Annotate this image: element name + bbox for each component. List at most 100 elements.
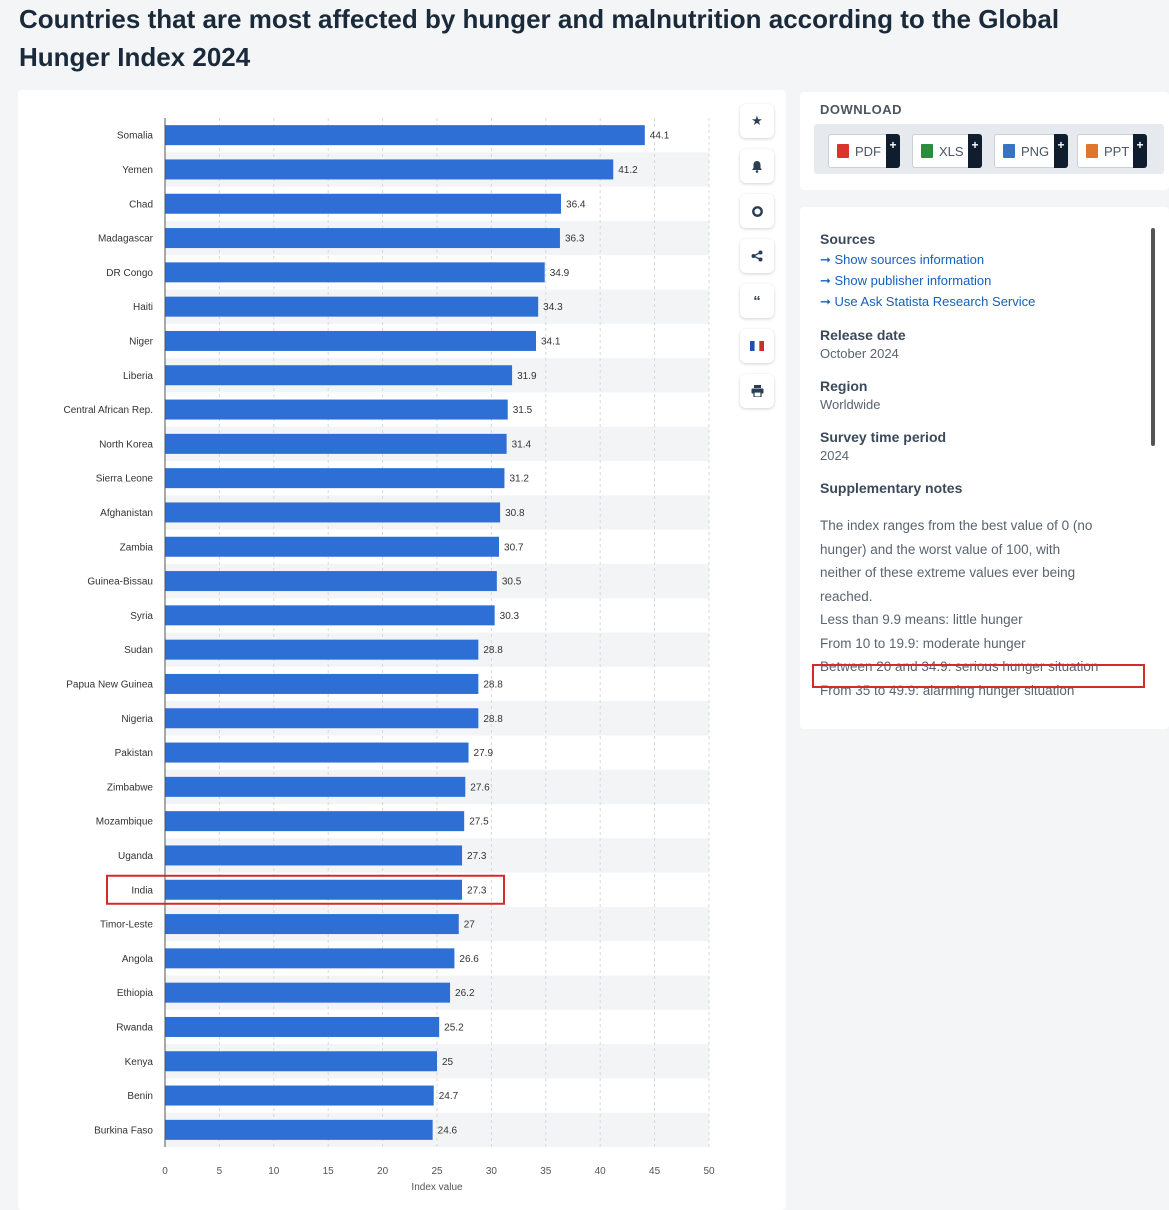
- note-line: reached.: [820, 588, 873, 604]
- value-label: 27.3: [467, 885, 487, 896]
- bar-chart: Somalia 44.1 Yemen 41.2 Chad 36.4 Madagascar 36…: [64, 118, 715, 1193]
- bar-north-korea: [165, 433, 507, 454]
- category-label: Rwanda: [116, 1022, 153, 1033]
- png-file-icon: [1003, 144, 1015, 158]
- survey-period-value: 2024: [820, 448, 849, 463]
- xls-file-icon: [921, 144, 933, 158]
- x-tick-label: 35: [540, 1166, 552, 1177]
- download-png-button[interactable]: PNG +: [994, 134, 1068, 168]
- value-label: 27.3: [467, 851, 487, 862]
- chart-card: Somalia 44.1 Yemen 41.2 Chad 36.4 Madagascar 36…: [18, 90, 786, 1210]
- category-label: Timor-Leste: [100, 920, 153, 931]
- arrow-right-icon: ➞: [820, 273, 835, 288]
- value-label: 34.9: [550, 268, 570, 279]
- bar-papua-new-guinea: [165, 673, 479, 694]
- bar-uganda: [165, 845, 463, 866]
- info-scrollbar[interactable]: [1151, 228, 1155, 446]
- gear-icon[interactable]: [740, 194, 774, 228]
- value-label: 36.4: [566, 199, 586, 210]
- value-label: 24.6: [438, 1125, 458, 1136]
- bar-angola: [165, 948, 455, 969]
- print-icon[interactable]: [740, 374, 774, 408]
- download-pdf-label: PDF: [855, 143, 881, 159]
- category-label: Ethiopia: [117, 988, 154, 999]
- plus-icon: +: [886, 134, 900, 168]
- value-label: 30.5: [502, 577, 522, 588]
- bar-somalia: [165, 125, 645, 146]
- bar-kenya: [165, 1051, 437, 1072]
- x-tick-label: 30: [486, 1166, 498, 1177]
- download-title: DOWNLOAD: [820, 102, 902, 117]
- value-label: 27.9: [474, 748, 494, 759]
- category-label: Uganda: [118, 851, 153, 862]
- category-label: Nigeria: [121, 714, 153, 725]
- value-label: 31.5: [513, 405, 533, 416]
- category-label: Zambia: [120, 542, 154, 553]
- note-line: Less than 9.9 means: little hunger: [820, 612, 1023, 627]
- show-sources-link[interactable]: ➞ Show sources information: [820, 252, 1150, 268]
- x-tick-label: 20: [377, 1166, 389, 1177]
- category-label: Central African Rep.: [64, 405, 154, 416]
- bar-madagascar: [165, 228, 560, 249]
- bar-haiti: [165, 296, 539, 317]
- flag-icon[interactable]: [740, 329, 774, 363]
- supplementary-notes-heading: Supplementary notes: [820, 480, 963, 496]
- bar-chad: [165, 193, 562, 214]
- value-label: 30.8: [505, 508, 525, 519]
- value-label: 27: [464, 920, 476, 931]
- arrow-right-icon: ➞: [820, 252, 835, 267]
- download-ppt-label: PPT: [1104, 143, 1130, 159]
- research-service-link[interactable]: ➞ Use Ask Statista Research Service: [820, 294, 1150, 310]
- plus-icon: +: [1054, 134, 1068, 168]
- value-label: 44.1: [650, 131, 670, 142]
- star-icon[interactable]: ★: [740, 104, 774, 138]
- note-line: Between 20 and 34.9: serious hunger situ…: [820, 659, 1099, 674]
- download-xls-button[interactable]: XLS +: [912, 134, 982, 168]
- share-icon[interactable]: [740, 239, 774, 273]
- download-pdf-button[interactable]: PDF +: [828, 134, 900, 168]
- quote-icon[interactable]: “: [740, 284, 774, 318]
- note-line: From 10 to 19.9: moderate hunger: [820, 635, 1026, 651]
- value-label: 34.3: [543, 302, 563, 313]
- value-label: 31.9: [517, 371, 537, 382]
- note-line: neither of these extreme values ever bei…: [820, 565, 1076, 580]
- value-label: 28.8: [483, 645, 503, 656]
- value-label: 27.6: [470, 782, 490, 793]
- x-tick-label: 25: [431, 1166, 443, 1177]
- research-service-label: Use Ask Statista Research Service: [834, 294, 1036, 309]
- region-value: Worldwide: [820, 397, 881, 412]
- bar-dr-congo: [165, 262, 545, 283]
- download-ppt-button[interactable]: PPT +: [1077, 134, 1147, 168]
- category-label: Sierra Leone: [96, 474, 154, 485]
- category-label: Pakistan: [115, 748, 153, 759]
- value-label: 25.2: [444, 1022, 464, 1033]
- download-png-label: PNG: [1021, 143, 1050, 159]
- category-label: Burkina Faso: [94, 1125, 153, 1136]
- bell-icon[interactable]: [740, 149, 774, 183]
- pdf-file-icon: [837, 144, 849, 158]
- bar-zimbabwe: [165, 776, 466, 797]
- statistic-info-panel: Sources ➞ Show sources information ➞ Sho…: [800, 207, 1169, 729]
- value-label: 30.3: [500, 611, 520, 622]
- ppt-file-icon: [1086, 144, 1098, 158]
- category-label: DR Congo: [106, 268, 153, 279]
- survey-period-heading: Survey time period: [820, 429, 947, 445]
- show-publisher-link[interactable]: ➞ Show publisher information: [820, 273, 1150, 289]
- x-tick-label: 45: [649, 1166, 661, 1177]
- plus-icon: +: [1133, 134, 1147, 168]
- sources-heading: Sources: [820, 231, 876, 247]
- show-sources-label: Show sources information: [834, 252, 985, 267]
- bar-timor-leste: [165, 914, 459, 935]
- value-label: 28.8: [483, 679, 503, 690]
- x-tick-label: 0: [162, 1166, 168, 1177]
- download-xls-label: XLS: [939, 143, 964, 159]
- page-title: Countries that are most affected by hung…: [19, 4, 1060, 72]
- category-label: Kenya: [125, 1057, 154, 1068]
- bar-niger: [165, 330, 537, 351]
- region-heading: Region: [820, 378, 868, 394]
- bar-rwanda: [165, 1016, 440, 1037]
- note-line: From 35 to 49.9: alarming hunger situati…: [820, 682, 1075, 698]
- value-label: 26.2: [455, 988, 475, 999]
- bar-liberia: [165, 365, 513, 386]
- category-label: Somalia: [117, 131, 154, 142]
